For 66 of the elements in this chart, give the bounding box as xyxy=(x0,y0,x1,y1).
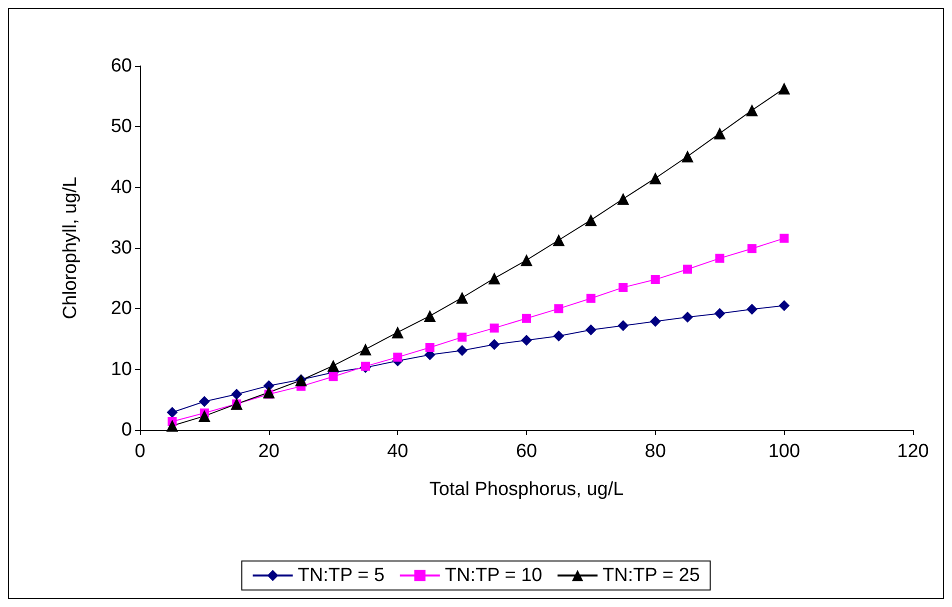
point xyxy=(746,104,758,116)
point xyxy=(585,324,596,336)
y-tick-label: 30 xyxy=(110,238,132,258)
point xyxy=(780,234,789,243)
legend-label: TN:TP = 25 xyxy=(602,565,700,586)
point xyxy=(618,320,629,332)
point xyxy=(778,300,790,312)
point xyxy=(586,294,596,303)
x-tick-label: 0 xyxy=(134,441,146,462)
x-tick-label: 120 xyxy=(897,441,929,462)
point xyxy=(682,150,694,162)
point xyxy=(714,308,726,320)
point xyxy=(682,312,694,323)
x-axis-title: Total Phosphorus, ug/L xyxy=(429,479,624,500)
legend-label: TN:TP = 5 xyxy=(298,565,385,586)
point xyxy=(618,282,628,292)
point xyxy=(458,332,467,342)
point xyxy=(522,314,531,323)
point xyxy=(521,334,532,346)
point xyxy=(198,410,210,422)
x-tick-label: 60 xyxy=(516,441,538,462)
point xyxy=(360,362,370,371)
point xyxy=(553,330,564,342)
point xyxy=(424,310,436,322)
x-tick-label: 40 xyxy=(387,441,408,462)
point xyxy=(617,192,630,205)
point xyxy=(715,254,724,263)
point xyxy=(778,82,790,94)
y-tick-label: 60 xyxy=(110,56,132,76)
point xyxy=(650,316,661,327)
point xyxy=(649,172,662,184)
y-tick-label: 10 xyxy=(110,358,132,380)
point xyxy=(456,345,468,356)
point xyxy=(359,343,372,356)
y-tick-label: 20 xyxy=(110,298,132,320)
y-tick-label: 0 xyxy=(121,420,132,440)
point xyxy=(683,264,692,274)
point xyxy=(231,388,242,400)
point xyxy=(552,234,565,246)
point xyxy=(650,275,660,284)
point xyxy=(166,420,178,432)
point xyxy=(166,406,178,418)
point xyxy=(262,386,275,398)
y-axis-title: Chlorophyll, ug/L xyxy=(60,176,81,320)
x-tick-label: 100 xyxy=(768,441,800,462)
point xyxy=(456,292,468,304)
point xyxy=(747,244,756,254)
y-tick-label: 40 xyxy=(110,176,132,198)
point xyxy=(327,360,340,372)
x-tick-label: 20 xyxy=(258,441,280,462)
point xyxy=(198,396,210,407)
point xyxy=(393,352,402,362)
point xyxy=(746,304,758,315)
legend-label: TN:TP = 10 xyxy=(444,565,542,586)
point xyxy=(584,214,597,226)
point xyxy=(490,324,499,333)
point xyxy=(328,372,338,382)
point xyxy=(488,338,500,350)
point xyxy=(425,342,434,352)
point xyxy=(392,326,404,338)
point xyxy=(520,254,532,266)
point xyxy=(554,304,564,314)
point xyxy=(714,127,726,140)
y-tick-label: 50 xyxy=(110,116,132,138)
point xyxy=(488,272,500,284)
x-tick-label: 80 xyxy=(644,441,666,462)
